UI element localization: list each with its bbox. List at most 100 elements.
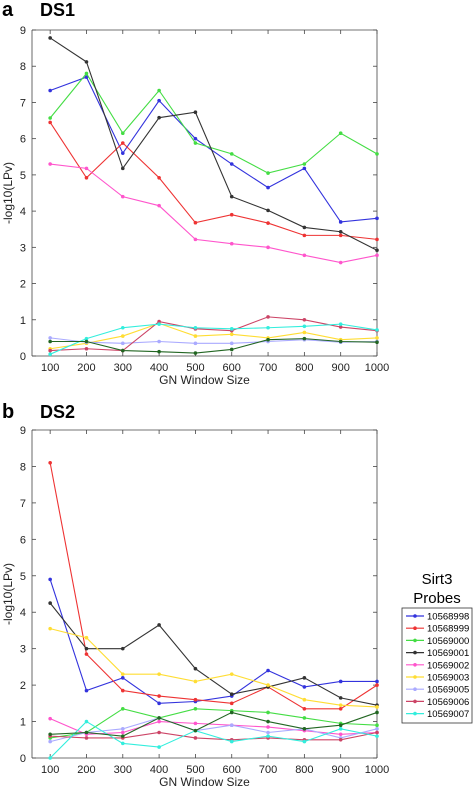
data-point-10569004	[302, 336, 307, 341]
legend-marker-10569003	[413, 675, 417, 679]
y-tick-label: 4	[20, 206, 26, 218]
data-point-10569006	[338, 737, 343, 742]
panel-ds2: b DS2 0 1 2 3 4 5 6 7 8 9 100 200 300 400 500 600 700 800…	[1, 401, 389, 787]
legend-marker-10569006	[413, 699, 417, 704]
legend-label-10569003: 10569003	[427, 673, 469, 684]
data-point-10569001	[120, 166, 125, 171]
data-point-10568998	[157, 98, 161, 103]
data-point-10569005	[229, 723, 234, 727]
legend-label-10569005: 10569005	[427, 685, 469, 696]
data-point-10569004	[375, 340, 379, 345]
y-tick-label: 0	[20, 753, 26, 765]
data-point-10569004	[48, 339, 52, 344]
data-point-10569007	[84, 336, 89, 341]
data-point-10568999	[84, 652, 89, 656]
data-point-10568999	[266, 221, 270, 225]
data-point-10569003	[375, 336, 379, 340]
data-point-10568999	[302, 233, 307, 238]
legend-marker-10569005	[413, 687, 417, 691]
series-line-10568998	[49, 579, 377, 704]
data-point-10569001	[120, 646, 125, 651]
series-line-10569000	[49, 72, 378, 174]
data-point-10569003	[193, 679, 198, 684]
data-point-10569001	[193, 110, 198, 115]
x-tick-label: 400	[150, 764, 168, 776]
data-point-10569007	[193, 325, 198, 330]
data-point-10569000	[84, 71, 89, 76]
y-tick-label: 1	[20, 717, 26, 729]
series-line-10569006	[50, 316, 378, 352]
data-point-10569002	[266, 725, 270, 729]
data-point-10568998	[120, 151, 125, 155]
data-point-10569003	[157, 672, 161, 676]
data-point-10569002	[120, 194, 125, 199]
data-point-10569002	[338, 732, 343, 737]
legend-label-10568998: 10568998	[427, 612, 469, 623]
data-point-10569005	[48, 739, 52, 744]
data-point-10569007	[48, 352, 52, 356]
data-point-10569006	[157, 319, 161, 324]
data-point-10569001	[229, 194, 234, 199]
legend-marker-10568998	[413, 614, 417, 618]
data-point-10569004	[48, 732, 52, 737]
data-point-10569006	[193, 736, 198, 740]
data-point-10568998	[120, 676, 125, 680]
data-point-10569004	[157, 349, 161, 354]
data-point-10569001	[84, 60, 89, 64]
legend-marker-10569001	[413, 650, 417, 655]
data-point-10569007	[157, 745, 161, 749]
series-line-10569002	[49, 718, 378, 735]
x-tick-label: 800	[295, 764, 313, 776]
data-point-10569003	[266, 683, 270, 687]
data-point-10569005	[120, 727, 125, 731]
legend-label-10569002: 10569002	[427, 660, 469, 671]
data-point-10569002	[266, 245, 270, 250]
data-point-10568999	[193, 697, 198, 702]
data-point-10569001	[266, 208, 270, 213]
data-point-10569000	[266, 171, 270, 175]
data-point-10569007	[48, 756, 52, 760]
data-point-10569002	[48, 162, 52, 166]
legend: Sirt3 Probes 105689981056899910569000105…	[401, 571, 473, 724]
data-point-10569000	[302, 162, 307, 166]
panel-letter-b: b	[2, 401, 14, 423]
y-tick-label: 9	[20, 25, 26, 37]
series-line-10569001	[49, 37, 378, 251]
series-line-10569007	[49, 720, 378, 759]
data-point-10568998	[84, 75, 89, 79]
y-tick-label: 6	[20, 534, 26, 546]
data-point-10569006	[302, 317, 307, 322]
legend-marker-10569000	[413, 638, 417, 643]
data-point-10569007	[157, 322, 161, 326]
data-point-10569004	[338, 723, 343, 727]
legend-marker-10569002	[413, 663, 417, 667]
data-point-10569006	[84, 736, 89, 740]
data-point-10568999	[229, 212, 234, 217]
data-point-10569000	[193, 707, 198, 711]
data-point-10569004	[375, 710, 379, 715]
data-point-10569002	[157, 719, 161, 724]
x-tick-label: 300	[114, 764, 132, 776]
x-tick-label: 1000	[365, 764, 389, 776]
data-point-10569001	[375, 248, 379, 253]
series-line-10569005	[50, 717, 378, 743]
series-line-10569004	[50, 338, 378, 354]
data-point-10568998	[266, 185, 270, 190]
data-point-10569002	[302, 253, 307, 258]
series-line-10569002	[50, 163, 378, 264]
data-point-10569001	[229, 692, 234, 697]
y-tick-label: 3	[20, 644, 26, 656]
legend-label-10569001: 10569001	[427, 648, 469, 659]
data-point-10569004	[120, 348, 125, 353]
y-tick-label: 0	[20, 351, 26, 363]
data-point-10568998	[193, 136, 198, 141]
data-point-10568998	[338, 220, 343, 224]
data-point-10569004	[84, 339, 89, 344]
data-point-10569007	[120, 741, 125, 746]
data-point-10569002	[120, 730, 125, 735]
plot-area-ds1: 0 1 2 3 4 5 6 7 8 9 100 200 300 400 500 600 700 800 900 100…	[1, 25, 389, 387]
series-line-10569004	[50, 711, 378, 737]
y-tick-label: 1	[20, 315, 26, 327]
series-line-10569003	[50, 322, 378, 350]
